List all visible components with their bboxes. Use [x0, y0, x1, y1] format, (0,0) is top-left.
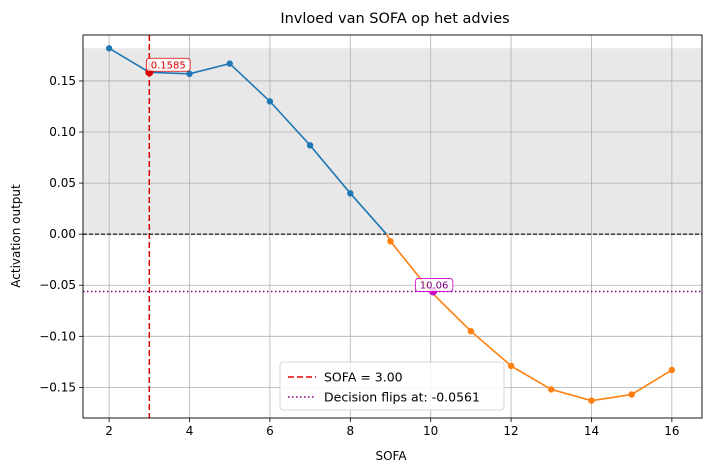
- x-tick-label: 8: [346, 424, 354, 438]
- plot-area: 0.1585 10.06 2 4 6 8 10 12 14 16 −0.15 −0.10 −0.05 0.…: [39, 34, 703, 438]
- data-point-positive: [186, 70, 193, 78]
- legend-entry: SOFA = 3.00: [324, 370, 403, 385]
- data-point-negative: [668, 366, 676, 374]
- legend: SOFA = 3.00 Decision flips at: -0.0561: [279, 361, 505, 411]
- data-point-negative: [588, 397, 595, 404]
- shaded-region: [83, 48, 702, 235]
- data-point-negative: [467, 327, 475, 335]
- x-tick-label: 10: [423, 424, 438, 438]
- annotation-box: [145, 57, 191, 72]
- y-tick-label: −0.10: [39, 329, 76, 343]
- y-tick-label: 0.15: [49, 74, 76, 88]
- x-tick-label: 4: [186, 424, 194, 438]
- y-tick-label: −0.15: [39, 380, 76, 394]
- annotation-box: [414, 278, 454, 292]
- x-tick-label: 6: [266, 424, 274, 438]
- y-tick-label: 0.00: [49, 227, 76, 241]
- data-point-negative: [387, 238, 394, 245]
- data-point-negative: [548, 386, 555, 393]
- x-tick-label: 2: [105, 424, 113, 438]
- x-tick-label: 12: [503, 424, 518, 438]
- series-line-positive: [108, 47, 388, 235]
- legend-box: [279, 361, 505, 411]
- chart-title: Invloed van SOFA op het advies: [280, 11, 509, 27]
- y-tick-label: 0.05: [49, 176, 76, 190]
- annotation-label: 0.1585: [151, 60, 186, 71]
- annotation-label: 10.06: [420, 280, 449, 291]
- x-axis-label: SOFA: [375, 449, 407, 463]
- data-point-positive: [306, 142, 314, 149]
- y-tick-label: −0.05: [39, 278, 76, 292]
- legend-entry: Decision flips at: -0.0561: [324, 390, 480, 405]
- data-point-positive: [266, 98, 274, 105]
- y-axis-label: Activation output: [9, 184, 23, 288]
- axes-frame: [82, 34, 703, 419]
- data-point-positive: [347, 190, 354, 197]
- data-point-positive: [226, 60, 233, 67]
- x-tick-label: 14: [584, 424, 599, 438]
- data-point-negative: [628, 391, 635, 398]
- y-tick-label: 0.10: [49, 125, 76, 139]
- data-point-positive: [105, 45, 113, 52]
- data-point-negative: [507, 362, 515, 370]
- x-tick-label: 16: [664, 424, 679, 438]
